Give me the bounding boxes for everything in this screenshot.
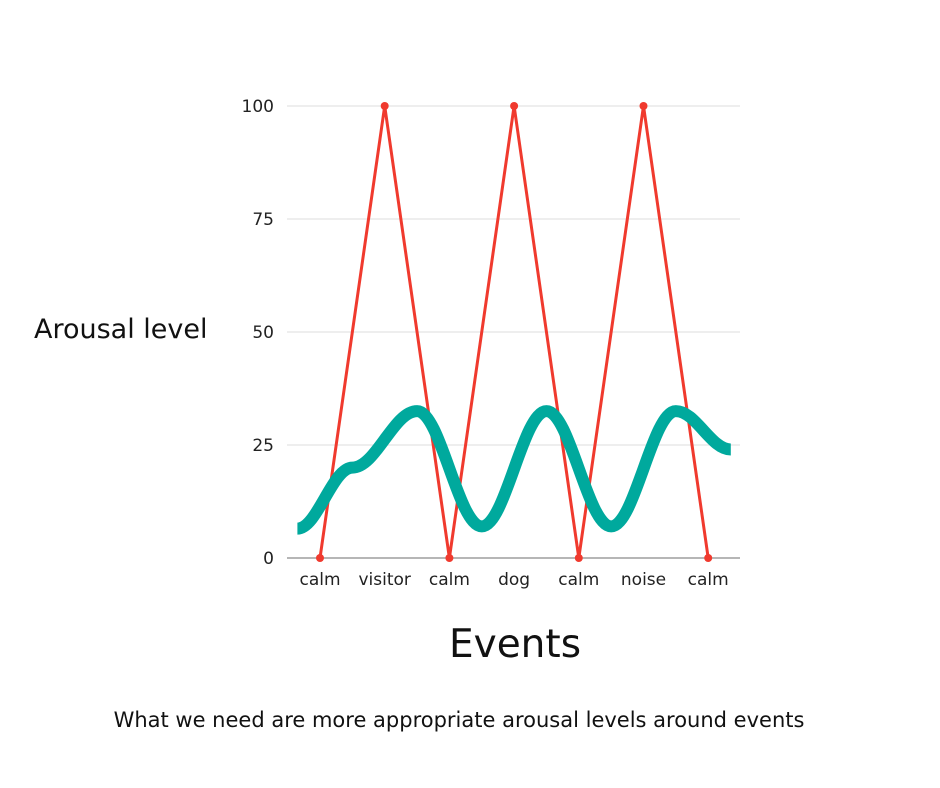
data-point: [380, 102, 389, 110]
x-tick-labels: calm visitor calm dog calm noise calm: [299, 570, 728, 590]
chart-caption: What we need are more appropriate arousa…: [113, 708, 805, 732]
x-axis-title: Events: [448, 622, 582, 667]
y-tick-label: 25: [252, 436, 274, 456]
x-tick-label: noise: [621, 570, 666, 590]
data-point: [445, 554, 454, 562]
x-tick-label: calm: [688, 570, 729, 590]
x-tick-label: visitor: [358, 570, 410, 590]
data-point: [316, 554, 324, 562]
y-tick-label: 0: [263, 549, 274, 569]
y-tick-labels: 0 25 50 75 100: [242, 97, 274, 569]
y-axis-title: Arousal level: [34, 314, 208, 345]
series-lines: [295, 102, 732, 562]
y-tick-label: 75: [252, 210, 274, 230]
y-tick-label: 100: [242, 97, 274, 117]
x-tick-label: calm: [429, 570, 470, 590]
x-tick-label: calm: [299, 570, 340, 590]
data-point: [639, 102, 648, 110]
x-tick-label: calm: [558, 570, 599, 590]
data-point: [704, 554, 713, 562]
series-line-wave: [295, 405, 732, 535]
data-point: [574, 554, 583, 562]
x-tick-label: dog: [498, 570, 530, 590]
y-tick-label: 50: [252, 323, 274, 343]
data-point: [510, 102, 519, 110]
grid-lines: [287, 105, 740, 559]
